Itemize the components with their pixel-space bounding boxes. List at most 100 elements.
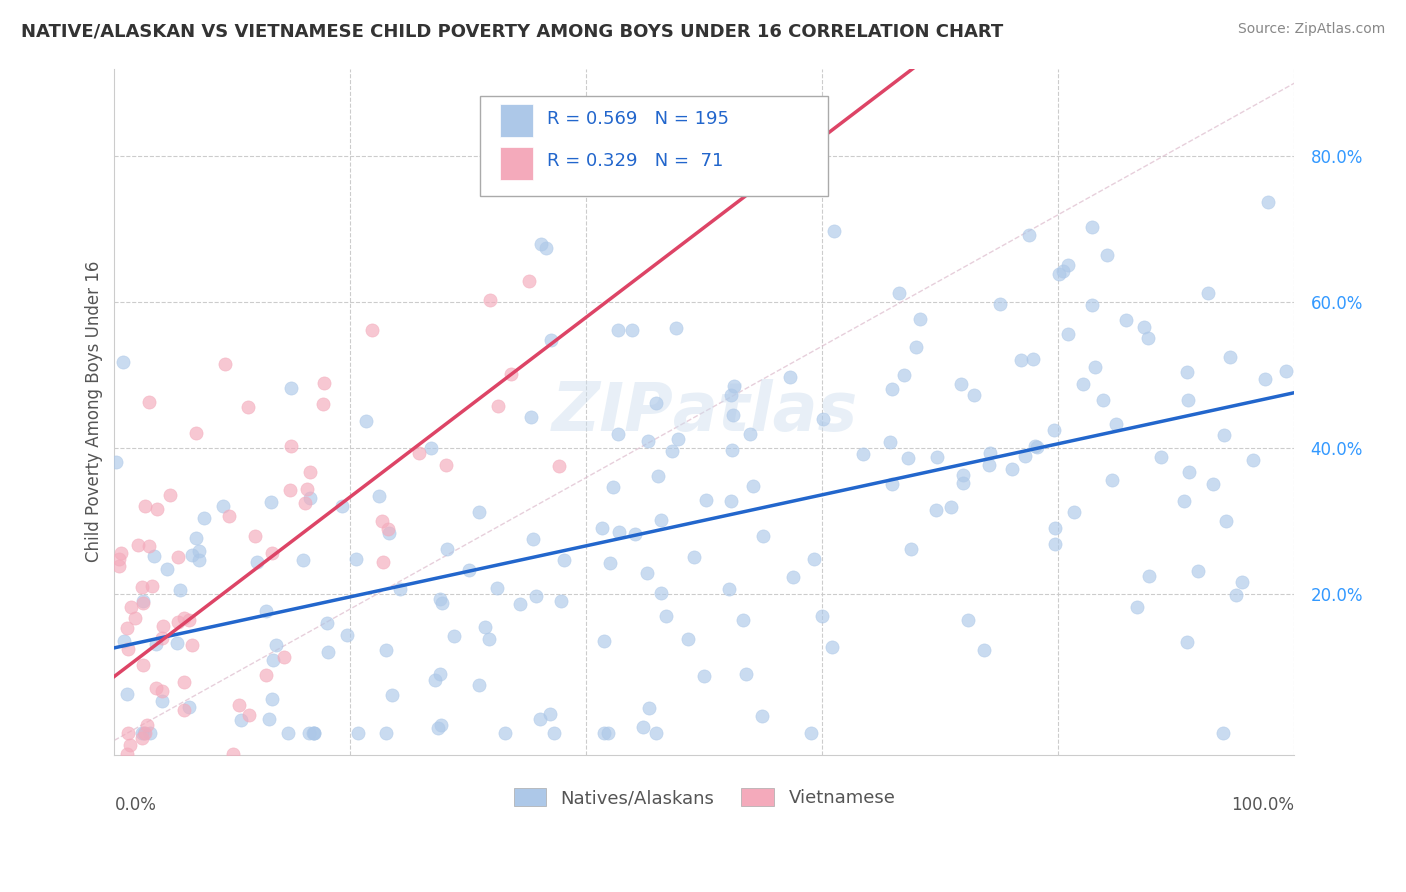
Point bbox=[1137, 569, 1160, 583]
Point bbox=[1043, 423, 1066, 437]
Point bbox=[254, 604, 277, 618]
Point bbox=[378, 526, 401, 541]
Point bbox=[212, 499, 235, 513]
Point bbox=[644, 726, 666, 740]
Point bbox=[156, 561, 179, 575]
Point bbox=[166, 615, 188, 630]
Point bbox=[718, 582, 741, 596]
Point bbox=[150, 631, 173, 645]
Point bbox=[173, 675, 195, 690]
Point bbox=[262, 653, 284, 667]
FancyBboxPatch shape bbox=[501, 147, 533, 180]
Point bbox=[260, 494, 283, 508]
Point bbox=[302, 726, 325, 740]
Point bbox=[637, 434, 659, 449]
Point bbox=[925, 450, 948, 465]
Point bbox=[752, 529, 775, 543]
Point bbox=[186, 821, 208, 835]
Point bbox=[1125, 599, 1147, 614]
Point bbox=[145, 681, 167, 695]
Point bbox=[1173, 494, 1195, 508]
Point bbox=[1177, 392, 1199, 407]
Point bbox=[371, 514, 394, 528]
Legend: Natives/Alaskans, Vietnamese: Natives/Alaskans, Vietnamese bbox=[506, 780, 903, 814]
Point bbox=[1136, 330, 1159, 344]
Point bbox=[222, 747, 245, 761]
Point bbox=[122, 777, 145, 791]
Point bbox=[1230, 574, 1253, 589]
Point bbox=[879, 434, 901, 449]
Point bbox=[302, 726, 325, 740]
Point bbox=[186, 818, 208, 832]
Point bbox=[596, 726, 619, 740]
Point bbox=[723, 379, 745, 393]
Point bbox=[650, 513, 672, 527]
Point bbox=[479, 293, 502, 307]
Text: 0.0%: 0.0% bbox=[114, 796, 156, 814]
Point bbox=[434, 458, 457, 473]
Point bbox=[254, 668, 277, 682]
Point bbox=[150, 694, 173, 708]
Point bbox=[181, 638, 204, 652]
Point bbox=[443, 629, 465, 643]
Point bbox=[299, 465, 322, 479]
Point bbox=[280, 381, 302, 395]
Point bbox=[661, 444, 683, 458]
Point bbox=[529, 713, 551, 727]
Point bbox=[117, 725, 139, 739]
Point bbox=[509, 597, 531, 611]
Point bbox=[193, 511, 215, 525]
Point bbox=[734, 666, 756, 681]
Point bbox=[316, 615, 339, 630]
Point bbox=[538, 706, 561, 721]
Point bbox=[1043, 521, 1066, 535]
Point bbox=[738, 427, 761, 442]
Point bbox=[820, 640, 842, 654]
Point bbox=[1104, 417, 1126, 431]
Point bbox=[292, 553, 315, 567]
Point bbox=[166, 636, 188, 650]
Point bbox=[236, 400, 259, 414]
Point bbox=[367, 489, 389, 503]
Point bbox=[602, 480, 624, 494]
Point bbox=[1043, 537, 1066, 551]
Point bbox=[141, 579, 163, 593]
Point bbox=[468, 505, 491, 519]
Point bbox=[214, 357, 236, 371]
Point bbox=[166, 550, 188, 565]
Point bbox=[115, 687, 138, 701]
Point bbox=[188, 544, 211, 558]
Point bbox=[1014, 449, 1036, 463]
Point bbox=[229, 713, 252, 727]
Point bbox=[354, 414, 377, 428]
Point bbox=[494, 726, 516, 740]
Point bbox=[607, 525, 630, 540]
Point bbox=[238, 707, 260, 722]
Point bbox=[436, 542, 458, 557]
Point bbox=[1197, 285, 1219, 300]
Point bbox=[1215, 514, 1237, 528]
Point bbox=[1150, 450, 1173, 464]
Point bbox=[880, 477, 903, 491]
Point bbox=[184, 426, 207, 441]
Point bbox=[1133, 320, 1156, 334]
Point bbox=[655, 609, 678, 624]
Point bbox=[131, 580, 153, 594]
Point bbox=[599, 556, 621, 570]
Point bbox=[852, 447, 875, 461]
Point bbox=[1047, 268, 1070, 282]
Point bbox=[534, 241, 557, 255]
Point bbox=[957, 613, 980, 627]
Point bbox=[375, 642, 398, 657]
Point bbox=[606, 323, 628, 337]
Point bbox=[420, 441, 443, 455]
Point bbox=[1083, 359, 1105, 374]
Point bbox=[676, 632, 699, 647]
Point bbox=[731, 613, 754, 627]
Point bbox=[1257, 195, 1279, 210]
Point bbox=[277, 726, 299, 740]
Point bbox=[127, 538, 149, 552]
Point bbox=[165, 758, 187, 772]
Point bbox=[1219, 350, 1241, 364]
Point bbox=[429, 592, 451, 607]
